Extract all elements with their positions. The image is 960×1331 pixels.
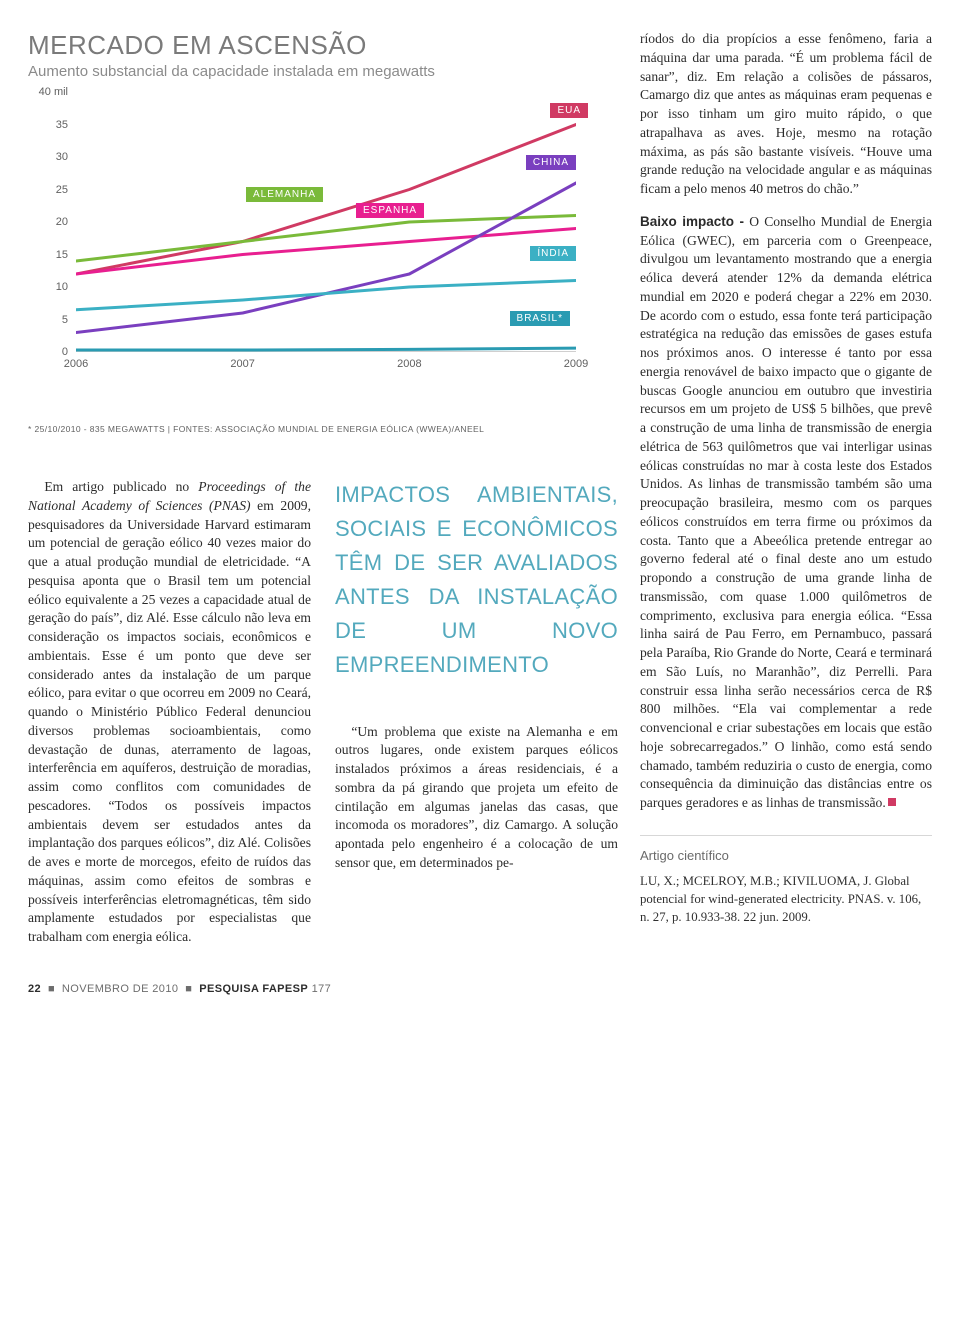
series-tag-índia: ÍNDIA [530, 246, 576, 261]
chart-subtitle: Aumento substancial da capacidade instal… [28, 63, 618, 80]
end-mark-icon [888, 798, 896, 806]
body-col-left: Em artigo publicado no Proceedings of th… [28, 478, 311, 947]
right-paragraph-2-body: O Conselho Mundial de Energia Eólica (GW… [640, 214, 932, 810]
x-axis-labels: 2006200720082009 [76, 358, 576, 378]
right-column: ríodos do dia propícios a esse fenômeno,… [640, 30, 932, 947]
pullquote: IMPACTOS AMBIENTAIS, SOCIAIS E ECONÔMICO… [335, 478, 618, 683]
line-chart: 40 mil35302520151050 EUA ALEMANHA ESPANHA C… [28, 92, 588, 392]
right-paragraph-2: Baixo impacto - O Conselho Mundial de En… [640, 213, 932, 813]
body-col-middle: IMPACTOS AMBIENTAIS, SOCIAIS E ECONÔMICO… [335, 478, 618, 947]
footer-magazine: PESQUISA FAPESP [199, 983, 308, 995]
reference-text: LU, X.; MCELROY, M.B.; KIVILUOMA, J. Glo… [640, 873, 932, 927]
chart-block: MERCADO EM ASCENSÃO Aumento substancial … [28, 30, 618, 434]
body-middle-paragraph: “Um problema que existe na Alemanha e em… [335, 723, 618, 873]
body-left-paragraph: Em artigo publicado no Proceedings of th… [28, 478, 311, 947]
series-tag-espanha: ESPANHA [356, 203, 424, 218]
series-tag-brasil: BRASIL* [510, 311, 570, 326]
y-axis-labels: 40 mil35302520151050 [28, 92, 72, 352]
right-bold-lead: Baixo impacto - [640, 214, 744, 229]
right-text-block: ríodos do dia propícios a esse fenômeno,… [640, 30, 932, 813]
footer-page: 22 [28, 983, 41, 995]
reference-heading: Artigo científico [640, 848, 932, 863]
reference-block: Artigo científico LU, X.; MCELROY, M.B.;… [640, 835, 932, 927]
chart-footnote: * 25/10/2010 - 835 MEGAWATTS | FONTES: A… [28, 424, 618, 434]
series-tag-eua: EUA [550, 103, 588, 118]
page-footer: 22 ■ NOVEMBRO DE 2010 ■ PESQUISA FAPESP … [28, 983, 932, 995]
chart-title: MERCADO EM ASCENSÃO [28, 30, 618, 61]
chart-plot-area: EUAALEMANHAESPANHACHINAÍNDIABRASIL* [76, 92, 576, 352]
series-tag-alemanha: ALEMANHA [246, 187, 323, 202]
series-tag-china: CHINA [526, 155, 576, 170]
footer-issue: 177 [312, 983, 332, 995]
right-paragraph-1: ríodos do dia propícios a esse fenômeno,… [640, 30, 932, 199]
footer-month: NOVEMBRO DE 2010 [62, 983, 178, 995]
chart-svg [76, 92, 576, 352]
